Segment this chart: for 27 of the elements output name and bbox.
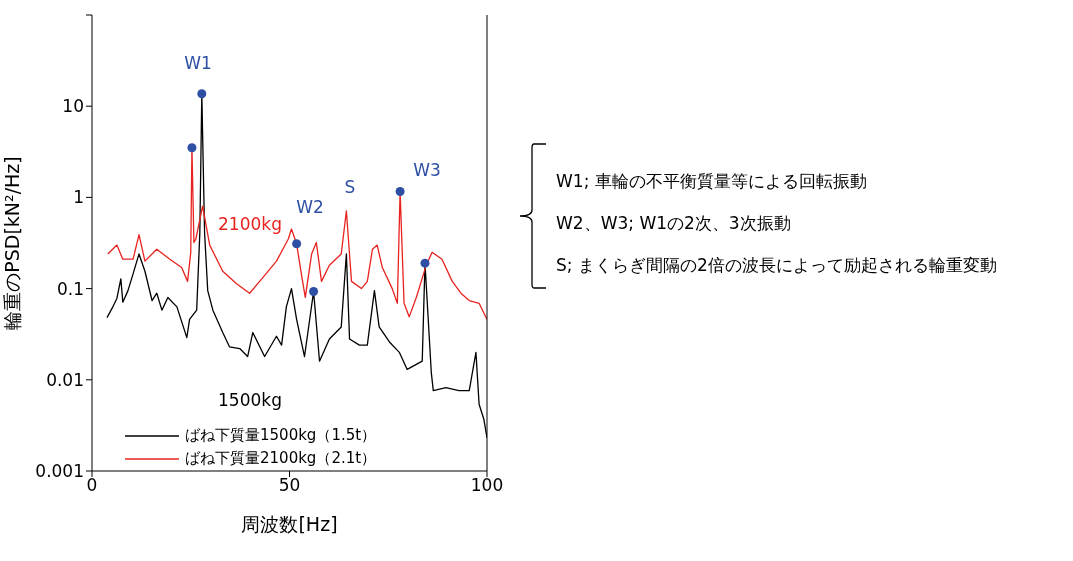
point <box>187 143 197 153</box>
legend-label: ばね下質量2100kg（2.1t） <box>185 448 377 469</box>
point <box>309 286 319 296</box>
x-axis-title: 周波数[Hz] <box>241 513 338 535</box>
y-tick-label: 1 <box>73 187 84 208</box>
y-tick-label: 0.001 <box>35 461 84 482</box>
y-axis-title: 輪重のPSD[kN²/Hz] <box>0 156 23 330</box>
annotation: 2100kg <box>218 214 282 234</box>
annotation: 1500kg <box>218 390 282 410</box>
x-tick-label: 100 <box>470 475 504 496</box>
annotation: S <box>344 177 356 197</box>
y-tick-label: 0.01 <box>46 369 84 390</box>
x-tick-label: 0 <box>86 475 98 496</box>
annotation: W2 <box>296 197 324 217</box>
y-tick-label: 10 <box>62 96 84 117</box>
legend-label: ばね下質量1500kg（1.5t） <box>185 425 377 446</box>
annotation: W3 <box>413 160 441 180</box>
point <box>420 258 430 268</box>
point <box>197 89 207 99</box>
point <box>395 187 405 197</box>
text: W2、W3; W1の2次、3次振動 <box>556 212 792 235</box>
point <box>292 239 302 249</box>
annotation: W1 <box>184 53 212 73</box>
y-tick-label: 0.1 <box>56 278 84 299</box>
x-tick-label: 50 <box>278 475 301 496</box>
text: S; まくらぎ間隔の2倍の波長によって励起される輪重変動 <box>556 254 997 277</box>
text: W1; 車輪の不平衡質量等による回転振動 <box>556 170 868 193</box>
